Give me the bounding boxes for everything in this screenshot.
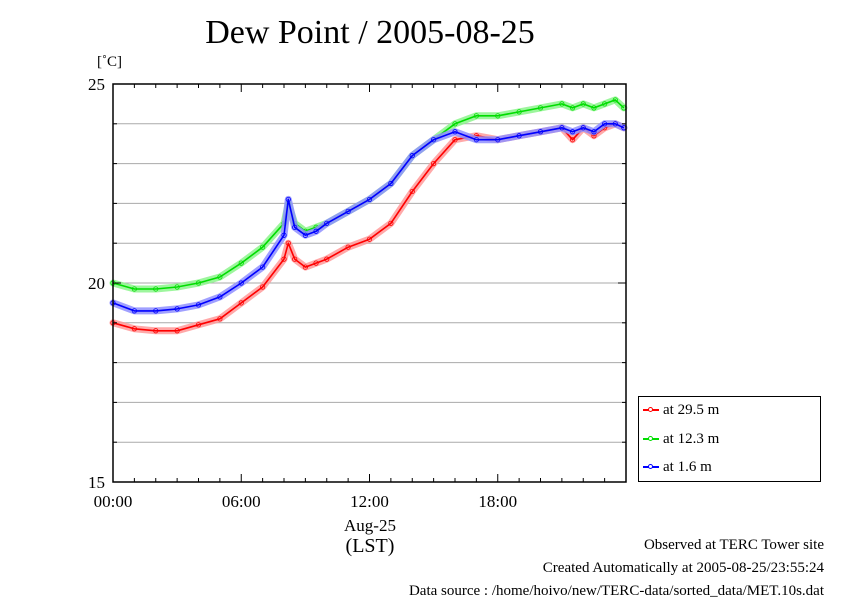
data-point (174, 284, 180, 290)
data-point (153, 286, 159, 292)
series-group (109, 96, 628, 335)
data-point (285, 240, 291, 246)
data-point (602, 121, 608, 127)
data-point (260, 244, 266, 250)
axis-ticks: 15 20 25 00:00 06:00 12:00 18:00 (88, 75, 627, 511)
data-point (238, 260, 244, 266)
data-point (217, 316, 223, 322)
y-tick-label: 20 (88, 274, 105, 293)
legend-item-12-3m: at 12.3 m (643, 429, 719, 449)
data-point (569, 129, 576, 135)
data-point (366, 236, 373, 242)
data-point (345, 244, 351, 250)
data-point (153, 328, 159, 334)
data-point (366, 196, 373, 203)
data-point (302, 264, 308, 270)
footer-source: Data source : /home/hoivo/new/TERC-data/… (408, 583, 824, 599)
data-point (292, 256, 298, 262)
legend-item-1-6m: at 1.6 m (643, 457, 712, 477)
data-point (388, 180, 394, 187)
data-point (313, 260, 319, 266)
data-point (495, 113, 501, 119)
data-point (388, 220, 394, 226)
data-point (131, 286, 137, 292)
x-axis-timezone-label: (LST) (345, 535, 395, 557)
data-point (473, 113, 479, 119)
data-point (324, 256, 330, 262)
data-point (131, 326, 137, 332)
y-axis-unit-label: [˚C] (97, 54, 122, 70)
x-axis-date-label: Aug-25 (344, 516, 396, 535)
data-point (409, 188, 415, 195)
data-point (612, 97, 618, 103)
data-point (409, 153, 415, 159)
data-point (260, 284, 266, 290)
data-point (217, 294, 223, 300)
data-point (324, 220, 330, 226)
data-point (174, 328, 180, 334)
footer-created: Created Automatically at 2005-08-25/23:5… (542, 560, 824, 576)
series-band-0 (109, 120, 628, 335)
data-point (302, 232, 308, 238)
data-point (195, 302, 202, 308)
data-point (559, 101, 565, 107)
data-point (591, 105, 597, 111)
data-point (473, 137, 479, 143)
x-tick-label: 06:00 (222, 492, 261, 511)
data-point (281, 256, 287, 262)
data-point (495, 137, 501, 143)
data-point (285, 196, 291, 203)
data-point (431, 137, 437, 143)
data-point (345, 208, 351, 214)
y-tick-label: 25 (88, 75, 105, 94)
legend-swatch-green (643, 436, 659, 441)
data-point (195, 280, 202, 286)
data-point (516, 133, 522, 139)
data-point (313, 228, 319, 234)
data-point (452, 121, 458, 127)
y-tick-label: 15 (88, 473, 105, 492)
data-point (217, 274, 223, 280)
data-point (195, 322, 202, 328)
legend-swatch-blue (643, 464, 659, 469)
legend-label: at 1.6 m (663, 458, 712, 475)
data-point (580, 101, 586, 107)
legend-label: at 29.5 m (663, 401, 720, 418)
data-point (238, 300, 244, 306)
data-point (431, 161, 437, 167)
data-point (612, 121, 618, 127)
data-point (452, 137, 458, 143)
data-point (569, 105, 576, 111)
data-point (559, 125, 565, 131)
data-point (174, 306, 180, 312)
data-point (238, 280, 244, 286)
data-point (602, 101, 608, 107)
data-point (569, 137, 576, 143)
data-point (131, 308, 137, 314)
data-point (537, 129, 544, 135)
data-point (452, 129, 458, 135)
legend-label: at 12.3 m (663, 430, 720, 447)
legend: at 29.5 m at 12.3 m at 1.6 m (638, 396, 821, 482)
legend-swatch-red (643, 407, 659, 412)
data-point (292, 224, 298, 230)
x-tick-label: 18:00 (478, 492, 517, 511)
data-point (537, 105, 544, 111)
x-axis-title: Aug-25 (LST) (300, 516, 440, 556)
data-point (153, 308, 159, 314)
data-point (516, 109, 522, 115)
data-point (260, 264, 266, 270)
chart-title: Dew Point / 2005-08-25 (205, 14, 535, 51)
footer-site: Observed at TERC Tower site (643, 537, 824, 553)
legend-item-29-5m: at 29.5 m (643, 400, 719, 420)
data-point (580, 125, 586, 131)
data-point (591, 129, 597, 135)
x-tick-label: 12:00 (350, 492, 389, 511)
series-line-0 (112, 123, 625, 332)
x-tick-label: 00:00 (94, 492, 133, 511)
data-point (281, 232, 287, 238)
series-line-2 (112, 123, 625, 312)
footer-notes: Observed at TERC Tower site Created Auto… (409, 534, 824, 603)
